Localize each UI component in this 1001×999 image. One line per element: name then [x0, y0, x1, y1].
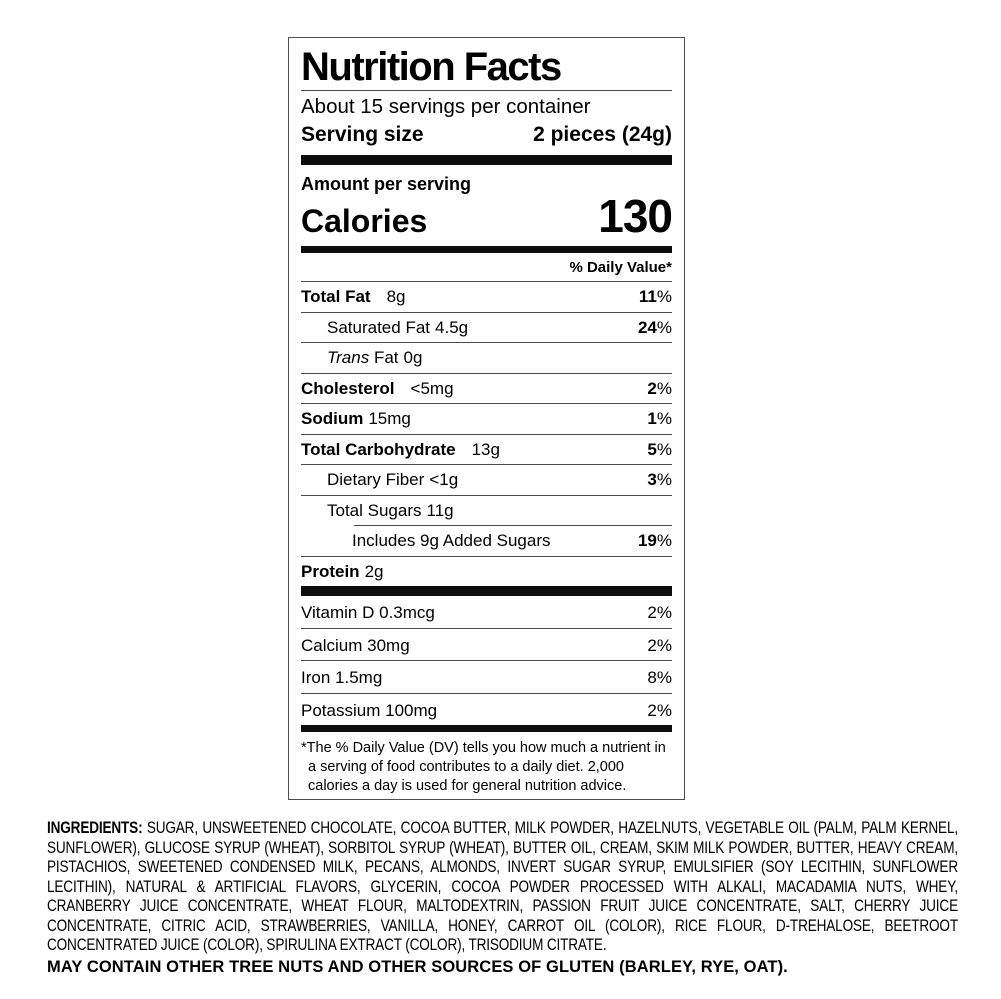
nutrient-name-amount: Cholesterol <5mg: [301, 379, 454, 398]
vitamin-name: Iron: [301, 668, 331, 687]
nutrition-facts-label: Nutrition Facts About 15 servings per co…: [288, 37, 685, 800]
vitamin-dv: 2%: [647, 635, 672, 655]
nutrient-dv: 2%: [647, 378, 672, 398]
medium-separator-bar: [301, 725, 672, 732]
serving-size-label: Serving size: [301, 123, 424, 146]
divider: [301, 90, 672, 91]
nutrient-name-italic: Trans: [327, 348, 370, 367]
ingredients-paragraph: INGREDIENTS: SUGAR, UNSWEETENED CHOCOLAT…: [47, 818, 958, 955]
nutrient-name: Sodium: [301, 409, 364, 428]
vitamin-row-potassium: Potassium 100mg 2%: [301, 694, 672, 726]
nutrient-amount: 11g: [426, 500, 454, 520]
nutrient-name-amount: Trans Fat 0g: [327, 348, 422, 367]
nutrient-name-amount: Includes 9g Added Sugars: [352, 531, 550, 550]
amount-per-serving-label: Amount per serving: [301, 174, 472, 194]
nutrient-name: Total Carbohydrate: [301, 439, 456, 459]
servings-per-container: About 15 servings per container: [301, 95, 591, 118]
nutrient-name: Total Sugars: [327, 500, 422, 520]
nutrient-name: Includes 9g Added Sugars: [352, 531, 551, 550]
vitamin-dv: 8%: [647, 668, 672, 687]
nutrient-row-total-fat: Total Fat 8g 11%: [301, 282, 672, 313]
nutrient-name: Total Fat: [301, 287, 371, 306]
nutrient-dv: 1%: [647, 409, 672, 428]
allergen-statement: MAY CONTAIN OTHER TREE NUTS AND OTHER SO…: [47, 957, 788, 976]
nutrient-name-amount: Total Carbohydrate 13g: [301, 440, 500, 459]
nutrient-row-total-carbohydrate: Total Carbohydrate 13g 5%: [301, 435, 672, 465]
nutrient-row-dietary-fiber: Dietary Fiber <1g 3%: [301, 465, 672, 496]
nutrient-name-amount: Sodium 15mg: [301, 409, 411, 428]
nutrient-amount: 15mg: [368, 409, 411, 428]
nutrient-name: Dietary Fiber: [327, 470, 425, 489]
nutrient-row-saturated-fat: Saturated Fat 4.5g 24%: [301, 313, 672, 343]
nutrient-name: Fat: [373, 348, 399, 367]
vitamin-name-amount: Potassium 100mg: [301, 701, 437, 720]
daily-value-header: % Daily Value*: [301, 253, 672, 282]
vitamin-amount: 1.5mg: [335, 668, 383, 687]
serving-size-value: 2 pieces (24g): [533, 123, 672, 146]
nutrient-row-trans-fat: Trans Fat 0g: [301, 343, 672, 374]
nutrient-dv: 24%: [637, 317, 672, 337]
vitamin-name-amount: Iron 1.5mg: [301, 668, 382, 687]
ingredients-list: SUGAR, UNSWEETENED CHOCOLATE, COCOA BUTT…: [47, 818, 958, 954]
vitamin-dv: 2%: [647, 700, 672, 720]
nutrient-row-total-sugars: Total Sugars 11g: [301, 496, 672, 526]
ingredients-heading: INGREDIENTS:: [47, 818, 143, 837]
nutrient-amount: 2g: [364, 561, 384, 581]
nutrient-dv: 19%: [637, 531, 672, 550]
nutrient-amount: 0g: [403, 348, 423, 367]
nutrient-dv: 3%: [647, 470, 672, 489]
vitamin-name: Potassium: [301, 700, 381, 720]
label-title: Nutrition Facts: [301, 45, 562, 89]
vitamin-amount: 100mg: [385, 700, 438, 720]
nutrient-amount: 13g: [471, 439, 500, 459]
vitamin-name-amount: Vitamin D 0.3mcg: [301, 603, 435, 622]
nutrient-name: Cholesterol: [301, 378, 395, 398]
calories-label: Calories: [301, 203, 428, 239]
vitamin-row-calcium: Calcium 30mg 2%: [301, 629, 672, 661]
nutrient-row-sodium: Sodium 15mg 1%: [301, 404, 672, 435]
vitamin-row-vitamin-d: Vitamin D 0.3mcg 2%: [301, 596, 672, 629]
calories-row: Calories 130: [301, 190, 673, 242]
nutrient-name-amount: Saturated Fat 4.5g: [327, 318, 468, 337]
serving-size-row: Serving size 2 pieces (24g): [301, 121, 672, 148]
nutrient-amount: <1g: [429, 470, 459, 489]
nutrient-name-amount: Dietary Fiber <1g: [327, 470, 458, 489]
vitamin-amount: 0.3mcg: [379, 603, 435, 622]
nutrient-name-amount: Total Fat 8g: [301, 287, 406, 306]
nutrient-name: Saturated Fat: [327, 317, 431, 337]
ingredients-section: INGREDIENTS: SUGAR, UNSWEETENED CHOCOLAT…: [47, 818, 958, 978]
nutrient-name-amount: Total Sugars 11g: [327, 501, 454, 520]
daily-value-footnote: *The % Daily Value (DV) tells you how mu…: [301, 740, 666, 794]
nutrient-row-protein: Protein 2g: [301, 557, 672, 587]
nutrient-name-amount: Protein 2g: [301, 562, 383, 581]
thick-separator-bar: [301, 586, 672, 596]
medium-separator-bar: [301, 246, 672, 253]
vitamin-dv: 2%: [647, 603, 672, 622]
nutrient-amount: 8g: [386, 287, 406, 306]
vitamin-name: Vitamin D: [301, 603, 375, 622]
nutrient-row-added-sugars: Includes 9g Added Sugars 19%: [301, 526, 672, 557]
nutrient-amount: <5mg: [410, 378, 454, 398]
nutrient-dv: 11%: [638, 287, 672, 306]
nutrient-name: Protein: [301, 561, 360, 581]
vitamin-name-amount: Calcium 30mg: [301, 636, 410, 655]
indented-divider: [354, 525, 672, 526]
nutrient-row-cholesterol: Cholesterol <5mg 2%: [301, 374, 672, 404]
thick-separator-bar: [301, 155, 672, 165]
nutrient-amount: 4.5g: [435, 317, 469, 337]
vitamin-row-iron: Iron 1.5mg 8%: [301, 661, 672, 694]
vitamin-name: Calcium: [301, 635, 363, 655]
vitamin-amount: 30mg: [367, 635, 410, 655]
calories-value: 130: [598, 190, 673, 242]
nutrient-dv: 5%: [647, 439, 672, 459]
